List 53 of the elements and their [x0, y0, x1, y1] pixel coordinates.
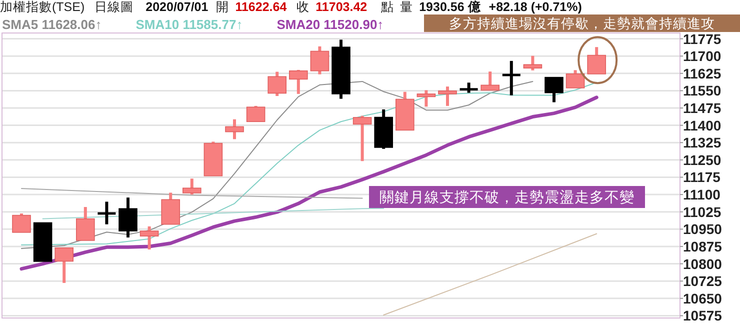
- text: 1930.56 億: [419, 0, 482, 14]
- candlestick: [268, 72, 286, 96]
- annotation: 關鍵月線支撐不破，走勢震盪走多不變: [380, 189, 634, 206]
- text: 收: [296, 0, 310, 14]
- candlestick: [460, 82, 478, 93]
- y-tick-label: 11100: [683, 186, 721, 203]
- text: +82.18 (+0.71%): [488, 0, 582, 14]
- candlestick: [140, 226, 159, 250]
- text: 開: [216, 0, 230, 14]
- candlestick: [544, 76, 564, 102]
- candlestick: [310, 46, 330, 74]
- y-tick-label: 11025: [683, 204, 722, 220]
- text: 多方持續進場沒有停歇，走勢就會持續進攻: [449, 16, 715, 32]
- candlestick: [12, 213, 31, 233]
- text: 日線圖: [94, 0, 134, 14]
- text: 量: [400, 0, 414, 14]
- y-tick-label: 10875: [683, 238, 722, 254]
- candlestick: [225, 119, 244, 140]
- text: SMA5 11628.06↑: [2, 17, 102, 32]
- candlestick: [566, 70, 585, 88]
- text: 點: [380, 0, 394, 14]
- y-tick-label: 10575: [683, 308, 722, 323]
- chart-title: 加權指數(TSE): [0, 0, 85, 14]
- candlestick: [352, 116, 372, 162]
- candlestick: [118, 198, 138, 238]
- text: SMA20 11520.90↑: [276, 17, 384, 32]
- y-tick-label: 11475: [683, 100, 722, 116]
- text: 11622.64: [235, 0, 287, 14]
- candlestick: [182, 178, 202, 195]
- y-tick-label: 10800: [683, 256, 722, 272]
- candlestick: [54, 247, 74, 283]
- y-tick-label: 11550: [683, 82, 722, 99]
- y-tick-label: 11775: [683, 30, 722, 47]
- y-tick-label: 10950: [683, 221, 722, 238]
- y-tick-label: 10650: [683, 290, 722, 306]
- candlestick: [523, 56, 542, 70]
- candlestick: [246, 106, 266, 122]
- y-tick-label: 11625: [683, 65, 722, 82]
- y-tick-label: 10725: [683, 273, 722, 290]
- text: 11703.42: [316, 0, 368, 14]
- text: 2020/07/01: [146, 0, 208, 14]
- candlestick: [76, 207, 95, 241]
- candlestick: [438, 86, 457, 106]
- candlestick: [480, 72, 500, 91]
- candlestick: [289, 70, 308, 94]
- y-tick-label: 11325: [683, 134, 722, 151]
- candlestick: [587, 47, 606, 74]
- y-tick-label: 11400: [683, 117, 722, 134]
- text: SMA10 11585.77↑: [136, 17, 243, 32]
- y-tick-label: 11700: [683, 48, 722, 64]
- candlestick: [416, 90, 436, 107]
- y-tick-label: 11250: [683, 152, 722, 168]
- y-tick-label: 11175: [683, 169, 721, 186]
